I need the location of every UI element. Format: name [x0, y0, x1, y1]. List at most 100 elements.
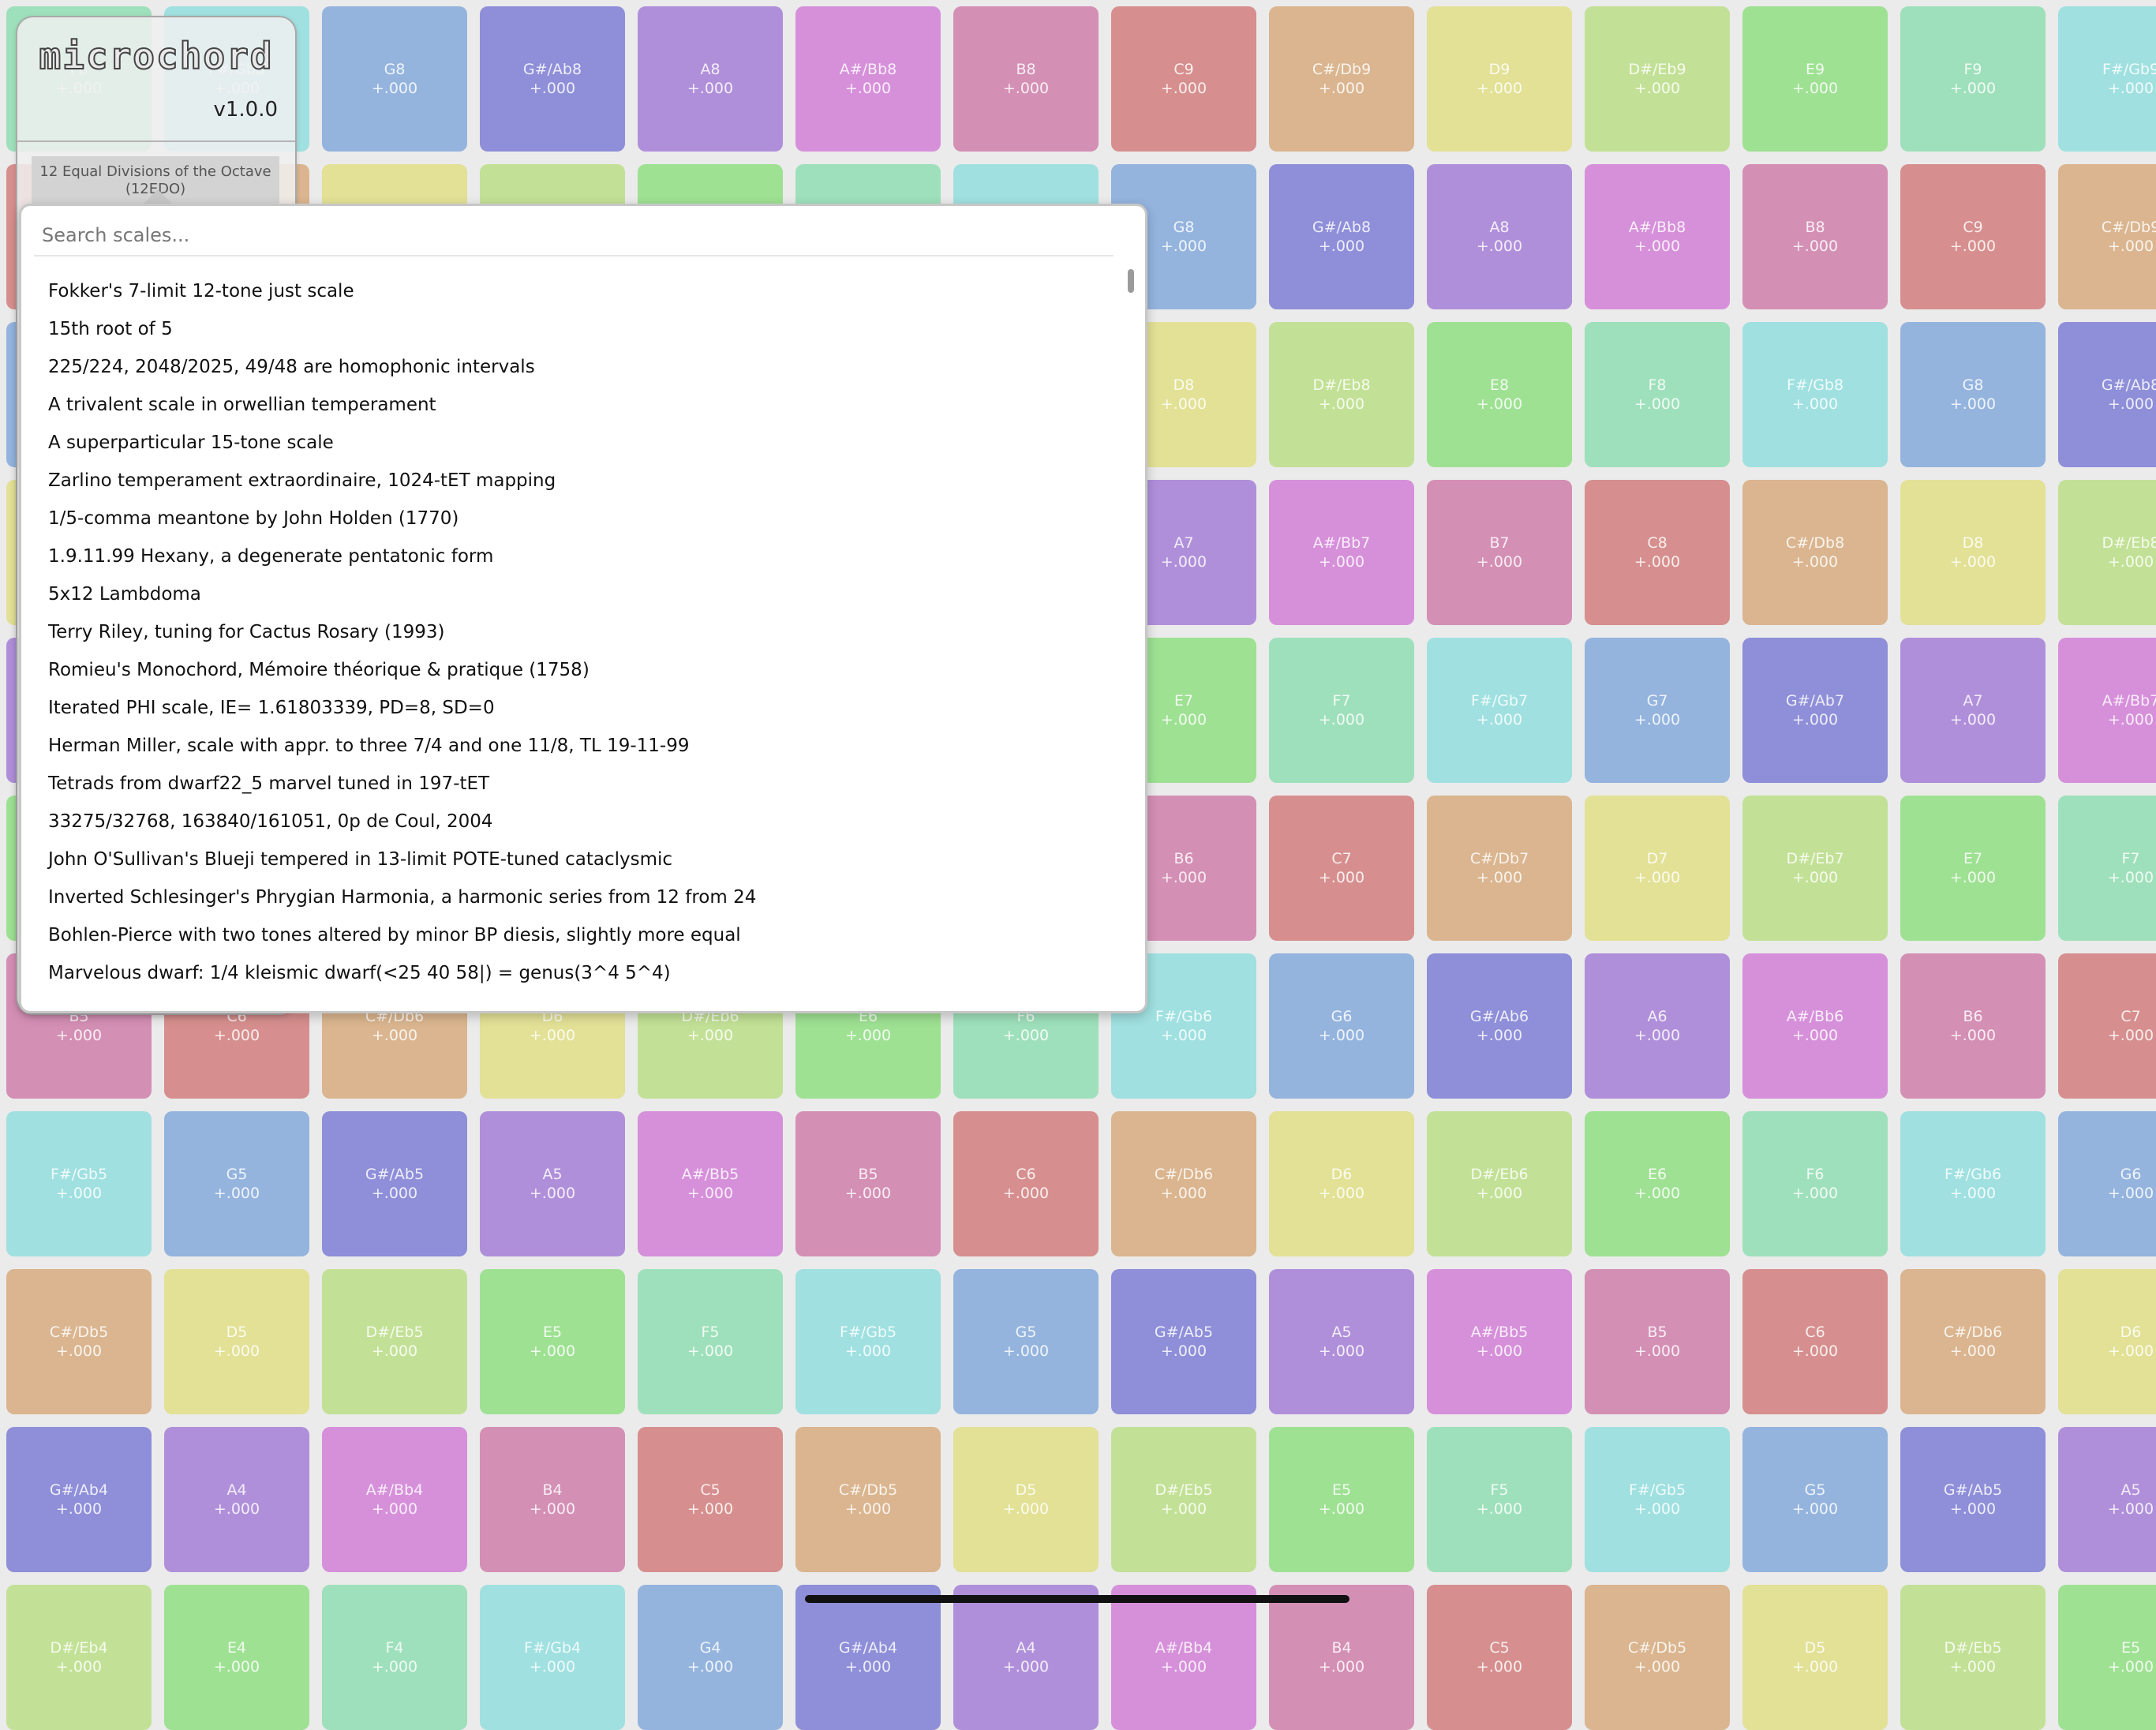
note-key[interactable]: D#/Eb4 +.000 — [6, 1585, 152, 1730]
note-key[interactable]: F#/Gb6 +.000 — [1111, 953, 1256, 1099]
note-key[interactable]: A5 +.000 — [480, 1111, 625, 1256]
note-key[interactable]: C#/Db6 +.000 — [1111, 1111, 1256, 1256]
note-key[interactable]: F#/Gb5 +.000 — [1585, 1427, 1730, 1572]
note-key[interactable]: C6 +.000 — [953, 1111, 1099, 1256]
note-key[interactable]: G4 +.000 — [638, 1585, 783, 1730]
note-key[interactable]: C#/Db8+.000 — [1742, 480, 1888, 625]
note-key[interactable]: G5 +.000 — [1742, 1427, 1888, 1572]
scale-list-item[interactable]: Iterated PHI scale, IE= 1.61803339, PD=8… — [48, 698, 495, 718]
note-key[interactable]: D6 +.000 — [2058, 1269, 2156, 1414]
note-key[interactable]: A5 +.000 — [1269, 1269, 1414, 1414]
note-key[interactable]: G8 +.000 — [1900, 322, 2046, 467]
note-key[interactable]: A#/Bb5 +.000 — [1427, 1269, 1572, 1414]
note-key[interactable]: D9 +.000 — [1427, 6, 1572, 152]
note-key[interactable]: B4 +.000 — [1269, 1585, 1414, 1730]
note-key[interactable]: D6 +.000 — [1269, 1111, 1414, 1256]
note-key[interactable]: F8+.000 — [1585, 322, 1730, 467]
note-key[interactable]: G6 +.000 — [1269, 953, 1414, 1099]
scale-list-item[interactable]: 1.9.11.99 Hexany, a degenerate pentatoni… — [48, 546, 494, 567]
note-key[interactable]: F#/Gb6 +.000 — [1900, 1111, 2046, 1256]
note-key[interactable]: C9 +.000 — [1111, 6, 1256, 152]
note-key[interactable]: A#/Bb8 +.000 — [795, 6, 941, 152]
note-key[interactable]: C#/Db9 +.000 — [2058, 164, 2156, 309]
note-key[interactable]: F4 +.000 — [322, 1585, 467, 1730]
note-key[interactable]: B6 +.000 — [1900, 953, 2046, 1099]
scale-list-item[interactable]: Herman Miller, scale with appr. to three… — [48, 736, 690, 756]
scale-list-scrollbar[interactable] — [1128, 269, 1134, 293]
scale-list-item[interactable]: Marvelous dwarf: 1/4 kleismic dwarf(<25 … — [48, 963, 671, 983]
note-key[interactable]: E7 +.000 — [1900, 796, 2046, 941]
note-key[interactable]: A8 +.000 — [1427, 164, 1572, 309]
note-key[interactable]: F6 +.000 — [1742, 1111, 1888, 1256]
scale-list-item[interactable]: A superparticular 15-tone scale — [48, 432, 334, 453]
scale-list-item[interactable]: Zarlino temperament extraordinaire, 1024… — [48, 470, 556, 491]
scale-list-item[interactable]: 15th root of 5 — [48, 319, 173, 339]
scale-list-item[interactable]: Tetrads from dwarf22_5 marvel tuned in 1… — [48, 773, 490, 794]
note-key[interactable]: G#/Ab5 +.000 — [322, 1111, 467, 1256]
note-key[interactable]: E9 +.000 — [1742, 6, 1888, 152]
scale-list-item[interactable]: Romieu's Monochord, Mémoire théorique & … — [48, 660, 590, 680]
note-key[interactable]: A#/Bb7+.000 — [2058, 638, 2156, 783]
scale-list-item[interactable]: Fokker's 7-limit 12-tone just scale — [48, 281, 354, 301]
note-key[interactable]: F#/Gb7+.000 — [1427, 638, 1572, 783]
note-key[interactable]: D#/Eb6 +.000 — [1427, 1111, 1572, 1256]
note-key[interactable]: E6 +.000 — [1585, 1111, 1730, 1256]
note-key[interactable]: F#/Gb4 +.000 — [480, 1585, 625, 1730]
note-key[interactable]: A4 +.000 — [164, 1427, 309, 1572]
scale-list-item[interactable]: 225/224, 2048/2025, 49/48 are homophonic… — [48, 357, 535, 377]
note-key[interactable]: A#/Bb8 +.000 — [1585, 164, 1730, 309]
note-key[interactable]: A7+.000 — [1900, 638, 2046, 783]
note-key[interactable]: C5 +.000 — [638, 1427, 783, 1572]
note-key[interactable]: G6 +.000 — [2058, 1111, 2156, 1256]
note-key[interactable]: C#/Db5 +.000 — [6, 1269, 152, 1414]
note-key[interactable]: A#/Bb4 +.000 — [1111, 1585, 1256, 1730]
note-key[interactable]: F#/Gb5 +.000 — [6, 1111, 152, 1256]
scale-list-item[interactable]: 33275/32768, 163840/161051, 0p de Coul, … — [48, 811, 493, 832]
scale-list-item[interactable]: 5x12 Lambdoma — [48, 584, 201, 605]
note-key[interactable]: G7+.000 — [1585, 638, 1730, 783]
note-key[interactable]: D7 +.000 — [1585, 796, 1730, 941]
note-key[interactable]: G#/Ab5 +.000 — [1111, 1269, 1256, 1414]
note-key[interactable]: D#/Eb9 +.000 — [1585, 6, 1730, 152]
note-key[interactable]: B5 +.000 — [795, 1111, 941, 1256]
note-key[interactable]: D#/Eb5 +.000 — [1111, 1427, 1256, 1572]
note-key[interactable]: A#/Bb6 +.000 — [1742, 953, 1888, 1099]
note-key[interactable]: G#/Ab6 +.000 — [1427, 953, 1572, 1099]
note-key[interactable]: C7 +.000 — [1269, 796, 1414, 941]
note-key[interactable]: D5 +.000 — [164, 1269, 309, 1414]
note-key[interactable]: A8 +.000 — [638, 6, 783, 152]
note-key[interactable]: D#/Eb5 +.000 — [1900, 1585, 2046, 1730]
note-key[interactable]: E8+.000 — [1427, 322, 1572, 467]
note-key[interactable]: D5 +.000 — [1742, 1585, 1888, 1730]
note-key[interactable]: E4 +.000 — [164, 1585, 309, 1730]
note-key[interactable]: F#/Gb9 +.000 — [2058, 6, 2156, 152]
note-key[interactable]: G5 +.000 — [953, 1269, 1099, 1414]
scale-list-item[interactable]: Terry Riley, tuning for Cactus Rosary (1… — [48, 622, 445, 642]
scale-list-item[interactable]: Bohlen-Pierce with two tones altered by … — [48, 925, 741, 946]
note-key[interactable]: A4 +.000 — [953, 1585, 1099, 1730]
note-key[interactable]: G#/Ab7+.000 — [1742, 638, 1888, 783]
note-key[interactable]: A5 +.000 — [2058, 1427, 2156, 1572]
note-key[interactable]: G#/Ab8 +.000 — [1269, 164, 1414, 309]
note-key[interactable]: A#/Bb4 +.000 — [322, 1427, 467, 1572]
note-key[interactable]: E5 +.000 — [2058, 1585, 2156, 1730]
note-key[interactable]: B5 +.000 — [1585, 1269, 1730, 1414]
note-key[interactable]: F9 +.000 — [1900, 6, 2046, 152]
note-key[interactable]: G#/Ab4 +.000 — [6, 1427, 152, 1572]
note-key[interactable]: G8 +.000 — [322, 6, 467, 152]
note-key[interactable]: A#/Bb7+.000 — [1269, 480, 1414, 625]
note-key[interactable]: C8+.000 — [1585, 480, 1730, 625]
note-key[interactable]: F7 +.000 — [2058, 796, 2156, 941]
note-key[interactable]: B4 +.000 — [480, 1427, 625, 1572]
note-key[interactable]: G#/Ab8 +.000 — [2058, 322, 2156, 467]
note-key[interactable]: C6 +.000 — [1742, 1269, 1888, 1414]
note-key[interactable]: C#/Db5 +.000 — [1585, 1585, 1730, 1730]
note-key[interactable]: C#/Db6 +.000 — [1900, 1269, 2046, 1414]
note-key[interactable]: B8 +.000 — [953, 6, 1099, 152]
note-key[interactable]: D#/Eb8+.000 — [1269, 322, 1414, 467]
note-key[interactable]: D#/Eb5 +.000 — [322, 1269, 467, 1414]
note-key[interactable]: E5 +.000 — [1269, 1427, 1414, 1572]
note-key[interactable]: C9 +.000 — [1900, 164, 2046, 309]
note-key[interactable]: E5 +.000 — [480, 1269, 625, 1414]
note-key[interactable]: B7+.000 — [1427, 480, 1572, 625]
